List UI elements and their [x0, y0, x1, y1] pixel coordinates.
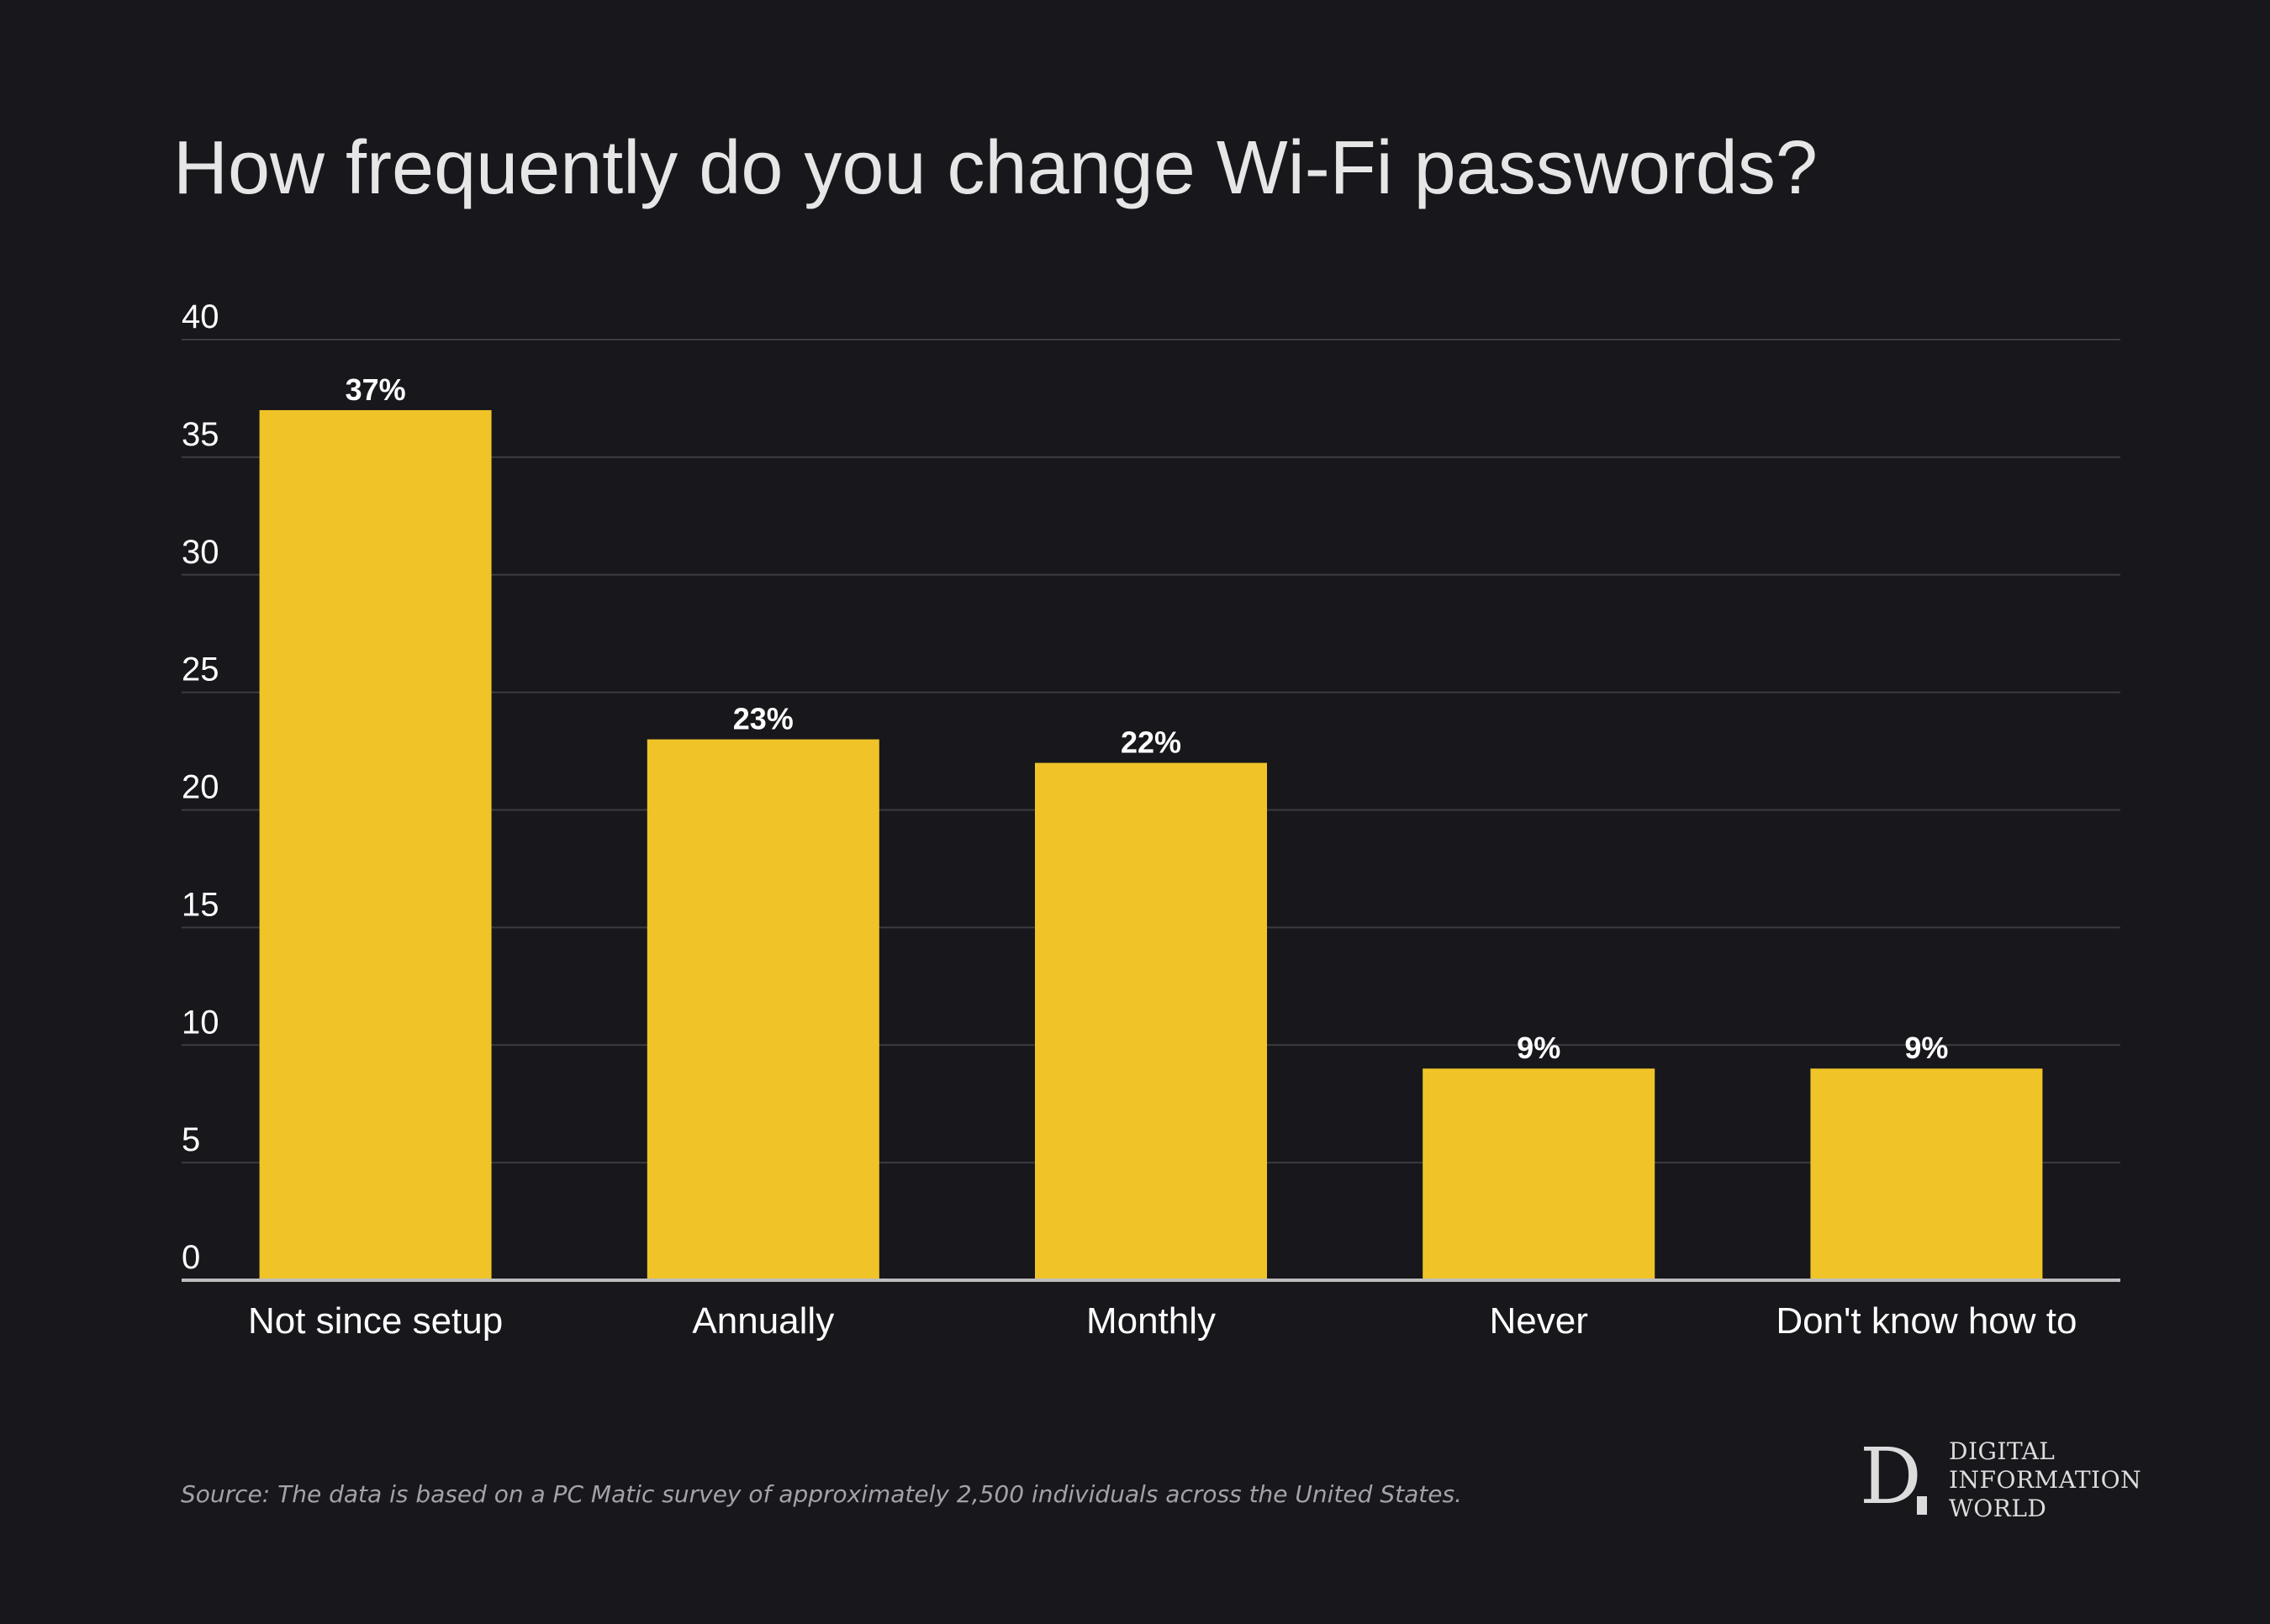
x-axis-ticks: Not since setup Annually Monthly Never Don't… — [248, 1300, 2077, 1342]
logo-letter: D — [1860, 1436, 1922, 1520]
y-tick-label: 40 — [182, 298, 219, 335]
logo-wordmark: DIGITAL INFORMATION WORLD — [1949, 1437, 2141, 1523]
x-tick-label: Never — [1490, 1300, 1588, 1342]
y-tick-label: 0 — [182, 1239, 200, 1276]
logo-square — [1917, 1496, 1927, 1515]
x-tick-label: Don't know how to — [1776, 1300, 2077, 1342]
data-label: 37% — [346, 372, 406, 407]
x-tick-label: Monthly — [1086, 1300, 1216, 1342]
data-label: 9% — [1904, 1031, 1948, 1065]
x-tick-label: Not since setup — [248, 1300, 503, 1342]
y-tick-label: 20 — [182, 769, 219, 806]
y-tick-label: 10 — [182, 1004, 219, 1041]
chart-title: How frequently do you change Wi-Fi passw… — [173, 126, 1818, 210]
logo-mark-icon: D — [1860, 1436, 1927, 1520]
bar — [1423, 1068, 1655, 1280]
y-axis-ticks: 0 5 10 15 20 25 30 35 40 — [182, 298, 219, 1276]
data-labels: 37% 23% 22% 9% 9% — [346, 372, 1949, 1065]
bar — [1810, 1068, 2043, 1280]
y-tick-label: 15 — [182, 886, 219, 923]
y-tick-label: 35 — [182, 416, 219, 453]
bar-chart: 0 5 10 15 20 25 30 35 40 37% 23% 22% 9% 9% Not since… — [182, 298, 2120, 1342]
brand-logo: D DIGITAL INFORMATION WORLD — [1860, 1436, 2141, 1528]
logo-line-1: DIGITAL — [1949, 1437, 2056, 1465]
bars — [259, 409, 2043, 1280]
data-label: 22% — [1121, 725, 1181, 760]
data-label: 23% — [733, 702, 794, 736]
bar — [647, 739, 879, 1280]
y-tick-label: 30 — [182, 534, 219, 571]
y-tick-label: 5 — [182, 1121, 200, 1158]
source-note: Source: The data is based on a PC Matic … — [181, 1480, 1462, 1508]
logo-line-2: INFORMATION — [1949, 1466, 2142, 1494]
x-tick-label: Annually — [692, 1300, 834, 1342]
logo-line-3: WORLD — [1949, 1495, 2047, 1522]
data-label: 9% — [1517, 1031, 1560, 1065]
bar — [1035, 762, 1267, 1280]
bar — [259, 409, 492, 1280]
y-tick-label: 25 — [182, 651, 219, 688]
